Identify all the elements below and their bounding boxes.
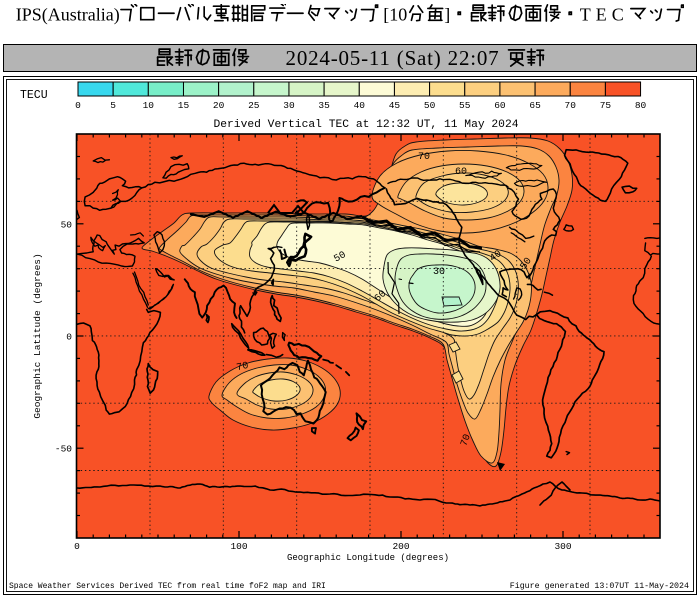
svg-text:50: 50: [61, 219, 73, 230]
svg-text:65: 65: [529, 100, 541, 111]
svg-text:35: 35: [318, 100, 330, 111]
svg-text:Derived Vertical TEC at 12:32: Derived Vertical TEC at 12:32 UT, 11 May…: [213, 119, 518, 131]
svg-text:20: 20: [213, 100, 225, 111]
svg-text:50: 50: [332, 250, 348, 265]
svg-text:75: 75: [600, 100, 612, 111]
svg-text:-50: -50: [55, 444, 72, 455]
svg-text:55: 55: [459, 100, 471, 111]
svg-text:300: 300: [554, 541, 571, 552]
svg-text:50: 50: [424, 100, 436, 111]
svg-text:30: 30: [433, 267, 445, 278]
svg-text:40: 40: [354, 100, 366, 111]
svg-text:45: 45: [389, 100, 401, 111]
svg-text:80: 80: [635, 100, 647, 111]
svg-text:60: 60: [494, 100, 506, 111]
svg-text:70: 70: [236, 361, 250, 374]
svg-text:15: 15: [178, 100, 190, 111]
svg-text:Geographic Latitude (degrees): Geographic Latitude (degrees): [32, 253, 43, 418]
svg-text:0: 0: [75, 100, 81, 111]
svg-text:70: 70: [459, 433, 473, 448]
svg-text:60: 60: [455, 167, 467, 178]
svg-text:0: 0: [74, 541, 80, 552]
svg-text:TECU: TECU: [20, 89, 48, 102]
svg-text:70: 70: [418, 152, 430, 163]
svg-text:100: 100: [230, 541, 247, 552]
svg-text:0: 0: [66, 332, 72, 343]
svg-text:70: 70: [565, 100, 577, 111]
svg-text:Space Weather Services Derived: Space Weather Services Derived TEC from …: [9, 582, 326, 591]
svg-text:5: 5: [110, 100, 116, 111]
svg-text:30: 30: [283, 100, 295, 111]
svg-text:25: 25: [248, 100, 260, 111]
svg-text:10: 10: [143, 100, 155, 111]
svg-text:Figure generated 13:07UT 11-Ma: Figure generated 13:07UT 11-May-2024: [510, 581, 689, 591]
svg-text:Geographic Longitude (degrees): Geographic Longitude (degrees): [287, 553, 449, 563]
svg-text:200: 200: [392, 541, 409, 552]
